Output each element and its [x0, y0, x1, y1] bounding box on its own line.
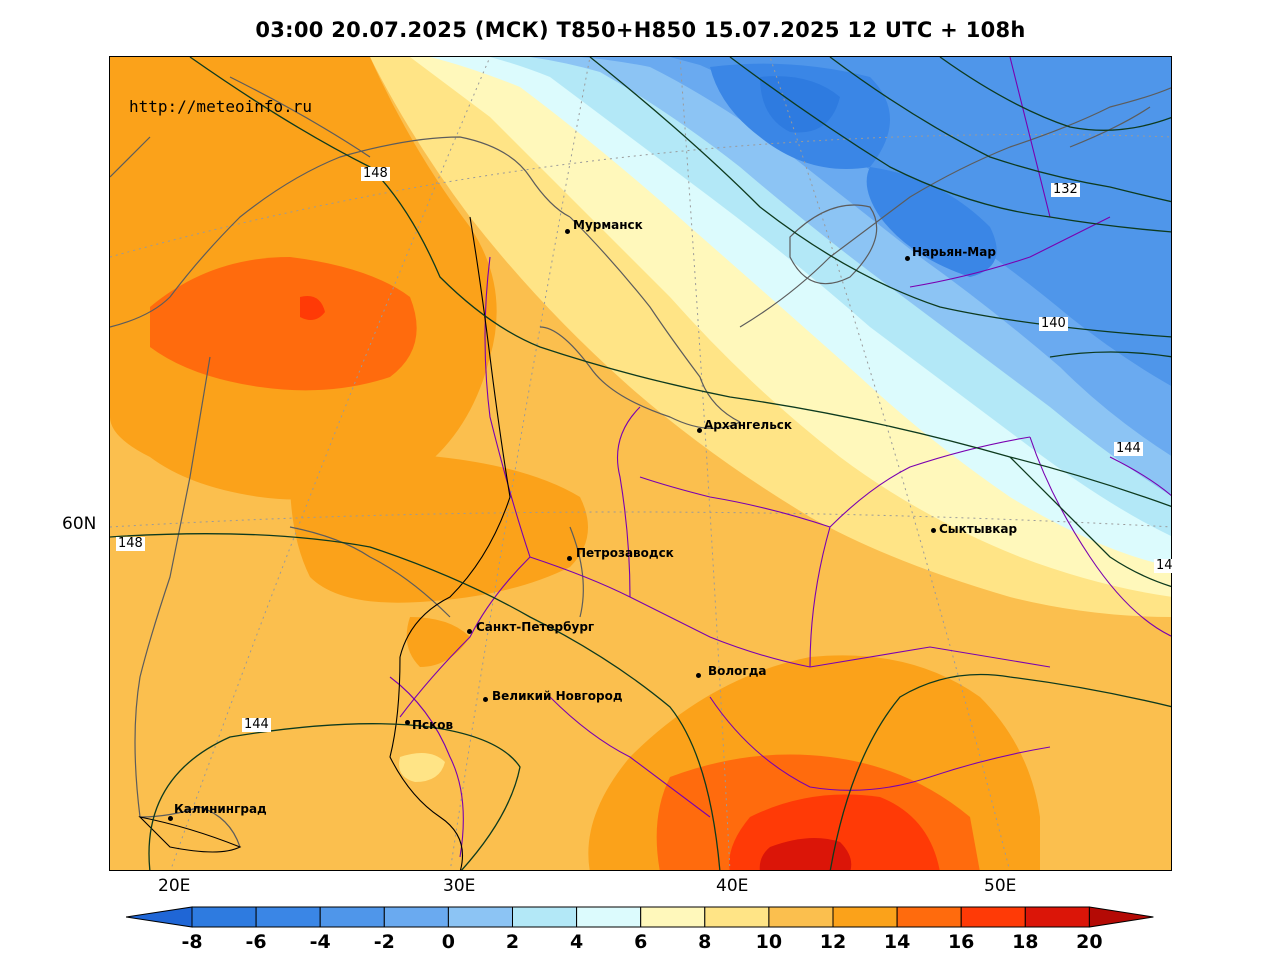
colorbar-segment	[1024, 906, 1090, 928]
isohypse-label: 148	[116, 536, 145, 551]
city-marker	[905, 256, 910, 261]
colorbar-segment	[447, 906, 513, 928]
isohypse-label: 148	[361, 166, 390, 181]
city-label-pskov: Псков	[412, 718, 454, 732]
colorbar-tick-label: 12	[819, 931, 847, 953]
colorbar-under-arrow	[126, 906, 193, 928]
city-marker	[567, 556, 572, 561]
city-label-naryan-mar: Нарьян-Мар	[912, 245, 996, 259]
colorbar	[126, 906, 1154, 928]
isohypse-label: 132	[1051, 182, 1080, 197]
colorbar-segment	[576, 906, 642, 928]
colorbar-segment	[896, 906, 962, 928]
isohypse-label: 144	[1114, 441, 1143, 456]
colorbar-segment	[960, 906, 1026, 928]
colorbar-tick-label: -8	[181, 931, 203, 953]
city-label-saint-petersburg: Санкт-Петербург	[476, 620, 595, 634]
colorbar-tick-label: 6	[634, 931, 648, 953]
lon-label-20e: 20E	[158, 876, 191, 896]
lon-label-40e: 40E	[716, 876, 749, 896]
colorbar-segment	[768, 906, 834, 928]
city-marker	[697, 428, 702, 433]
city-label-vologda: Вологда	[708, 664, 767, 678]
city-marker	[565, 229, 570, 234]
colorbar-tick-label: 20	[1076, 931, 1103, 953]
colorbar-segment	[832, 906, 898, 928]
colorbar-tick-label: 4	[569, 931, 584, 953]
city-label-kaliningrad: Калининград	[174, 802, 267, 816]
colorbar-tick-label: 8	[698, 931, 712, 953]
colorbar-segment	[704, 906, 770, 928]
colorbar-tick-label: 2	[505, 931, 520, 953]
city-label-murmansk: Мурманск	[573, 218, 643, 232]
colorbar-tick-label: -6	[245, 931, 267, 953]
colorbar-tick-label: -4	[309, 931, 331, 953]
isohypse-label: 14	[1154, 558, 1175, 573]
city-label-veliky-novgorod: Великий Новгород	[492, 689, 623, 703]
city-label-syktyvkar: Сыктывкар	[939, 522, 1018, 536]
colorbar-segment	[383, 906, 449, 928]
colorbar-tick-label: 16	[947, 931, 975, 953]
city-label-petrozavodsk: Петрозаводск	[576, 546, 674, 560]
map-area	[109, 56, 1172, 871]
isohypse-label: 140	[1039, 316, 1068, 331]
temperature-field	[110, 57, 1171, 870]
city-marker	[405, 720, 410, 725]
colorbar-tick-label: 0	[441, 931, 455, 953]
colorbar-tick-label: 10	[755, 931, 783, 953]
map-title: 03:00 20.07.2025 (МСК) T850+H850 15.07.2…	[255, 18, 1026, 42]
colorbar-tick-label: -2	[373, 931, 395, 953]
colorbar-tick-label: 18	[1012, 931, 1039, 953]
city-label-arkhangelsk: Архангельск	[704, 418, 793, 432]
colorbar-over-arrow	[1088, 906, 1154, 928]
isohypse-label: 144	[242, 717, 271, 732]
city-marker	[483, 697, 488, 702]
colorbar-segment	[191, 906, 257, 928]
colorbar-tick-label: 14	[883, 931, 911, 953]
lon-label-50e: 50E	[984, 876, 1017, 896]
colorbar-segment	[512, 906, 578, 928]
colorbar-segment	[255, 906, 321, 928]
colorbar-segment	[319, 906, 385, 928]
city-marker	[467, 629, 472, 634]
colorbar-segment	[640, 906, 706, 928]
lon-label-30e: 30E	[443, 876, 476, 896]
city-marker	[168, 816, 173, 821]
city-marker	[696, 673, 701, 678]
website-label: http://meteoinfo.ru	[129, 97, 313, 116]
city-marker	[931, 528, 936, 533]
lat-label-60n: 60N	[62, 514, 97, 534]
